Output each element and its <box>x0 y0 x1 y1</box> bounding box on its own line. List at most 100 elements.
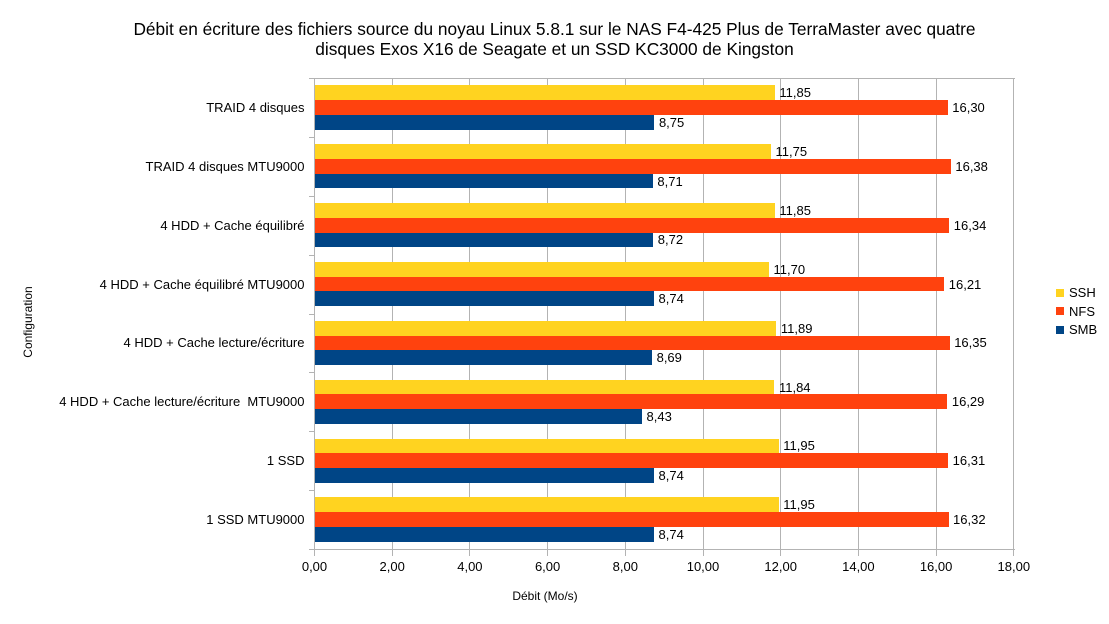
bar-smb <box>314 291 655 307</box>
y-axis-title: Configuration <box>21 285 35 358</box>
category-label: TRAID 4 disques <box>206 99 305 115</box>
value-label: 16,32 <box>953 512 986 528</box>
gridline <box>780 78 781 549</box>
bar-ssh <box>314 497 779 513</box>
value-label: 16,30 <box>952 99 985 115</box>
value-label: 11,95 <box>783 497 815 513</box>
bar-smb <box>314 526 655 542</box>
x-axis-tick <box>547 549 548 556</box>
bar-smb <box>314 468 655 483</box>
value-label: 8,75 <box>658 114 685 130</box>
x-tick-label: 10,00 <box>686 558 720 574</box>
x-axis-tick <box>469 549 470 556</box>
x-tick-label: 16,00 <box>919 558 953 574</box>
gridline <box>936 78 937 549</box>
value-label: 16,38 <box>955 158 988 174</box>
plot-border-top <box>309 78 1015 79</box>
category-tick <box>309 255 315 256</box>
x-tick-label: 18,00 <box>997 558 1031 574</box>
bar-ssh <box>314 379 775 395</box>
x-axis-tick <box>936 549 937 556</box>
bar-nfs <box>314 512 949 527</box>
gridline <box>547 78 548 549</box>
bar-smb <box>314 409 642 424</box>
legend-label: NFS <box>1069 303 1095 319</box>
category-label: TRAID 4 disques MTU9000 <box>145 158 305 174</box>
bar-nfs <box>314 217 950 233</box>
bar-ssh <box>314 438 779 454</box>
x-tick-label: 4,00 <box>457 558 483 574</box>
legend-swatch-smb <box>1056 325 1064 334</box>
bar-nfs <box>314 394 948 410</box>
legend-swatch-nfs <box>1056 307 1064 316</box>
value-label: 8,72 <box>657 232 684 248</box>
x-axis-tick <box>858 549 859 556</box>
y-axis-line <box>314 78 315 556</box>
value-label: 8,74 <box>658 526 684 542</box>
category-label: 4 HDD + Cache équilibré <box>160 217 305 233</box>
category-tick <box>309 431 315 432</box>
value-label: 8,69 <box>656 350 682 366</box>
category-tick <box>309 196 315 197</box>
x-axis-title: Débit (Mo/s) <box>512 589 578 603</box>
bar-smb <box>314 173 653 189</box>
value-label: 8,74 <box>658 291 684 307</box>
category-label: 4 HDD + Cache équilibré MTU9000 <box>99 276 305 292</box>
bar-smb <box>314 350 653 366</box>
legend-label: SSH <box>1069 285 1096 301</box>
bar-nfs <box>314 335 950 351</box>
bar-smb <box>314 232 654 248</box>
category-tick <box>309 372 315 373</box>
x-tick-label: 12,00 <box>764 558 797 574</box>
value-label: 16,29 <box>951 394 985 410</box>
value-label: 11,85 <box>779 202 811 218</box>
legend: SSH NFS SMB <box>1056 284 1097 339</box>
bar-ssh <box>314 203 775 218</box>
value-label: 11,70 <box>773 261 806 277</box>
bar-smb <box>314 114 655 130</box>
bar-nfs <box>314 158 951 174</box>
value-label: 8,74 <box>658 467 684 483</box>
value-label: 8,43 <box>646 409 672 425</box>
gridline <box>703 78 704 549</box>
bar-nfs <box>314 453 949 469</box>
chart-title-line-2: disques Exos X16 de Seagate et un SSD KC… <box>315 38 794 59</box>
plot-border-right <box>1013 78 1014 549</box>
category-label: 4 HDD + Cache lecture/écriture MTU9000 <box>59 394 305 410</box>
x-tick-label: 2,00 <box>379 558 405 574</box>
x-axis-tick <box>1013 549 1014 556</box>
value-label: 16,21 <box>948 276 982 292</box>
value-label: 11,95 <box>783 438 815 454</box>
value-label: 16,31 <box>952 453 986 469</box>
value-label: 11,89 <box>780 320 813 336</box>
value-label: 11,75 <box>775 144 808 160</box>
gridline <box>392 78 393 549</box>
legend-label: SMB <box>1069 322 1098 338</box>
gridline <box>858 78 859 549</box>
category-tick <box>309 137 315 138</box>
legend-item-nfs: NFS <box>1056 302 1097 320</box>
x-axis-line <box>309 549 1015 550</box>
category-label: 4 HDD + Cache lecture/écriture <box>123 335 305 351</box>
value-label: 8,71 <box>657 173 683 189</box>
bar-nfs <box>314 276 945 292</box>
bar-ssh <box>314 85 775 101</box>
x-axis-tick <box>625 549 626 556</box>
gridline <box>625 78 626 549</box>
category-tick <box>309 314 315 315</box>
value-label: 11,84 <box>778 379 811 395</box>
category-label: 1 SSD <box>266 453 305 469</box>
x-axis-tick <box>703 549 704 556</box>
legend-swatch-ssh <box>1056 288 1064 297</box>
category-label: 1 SSD MTU9000 <box>206 512 305 528</box>
chart-title-line-1: Débit en écriture des fichiers source du… <box>133 19 976 39</box>
legend-item-smb: SMB <box>1056 320 1097 338</box>
bar-ssh <box>314 261 770 277</box>
x-axis-tick <box>392 549 393 556</box>
value-label: 11,85 <box>779 85 811 101</box>
value-label: 16,35 <box>954 335 987 351</box>
gridline <box>469 78 470 549</box>
legend-item-ssh: SSH <box>1056 284 1097 302</box>
x-tick-label: 8,00 <box>612 558 638 574</box>
